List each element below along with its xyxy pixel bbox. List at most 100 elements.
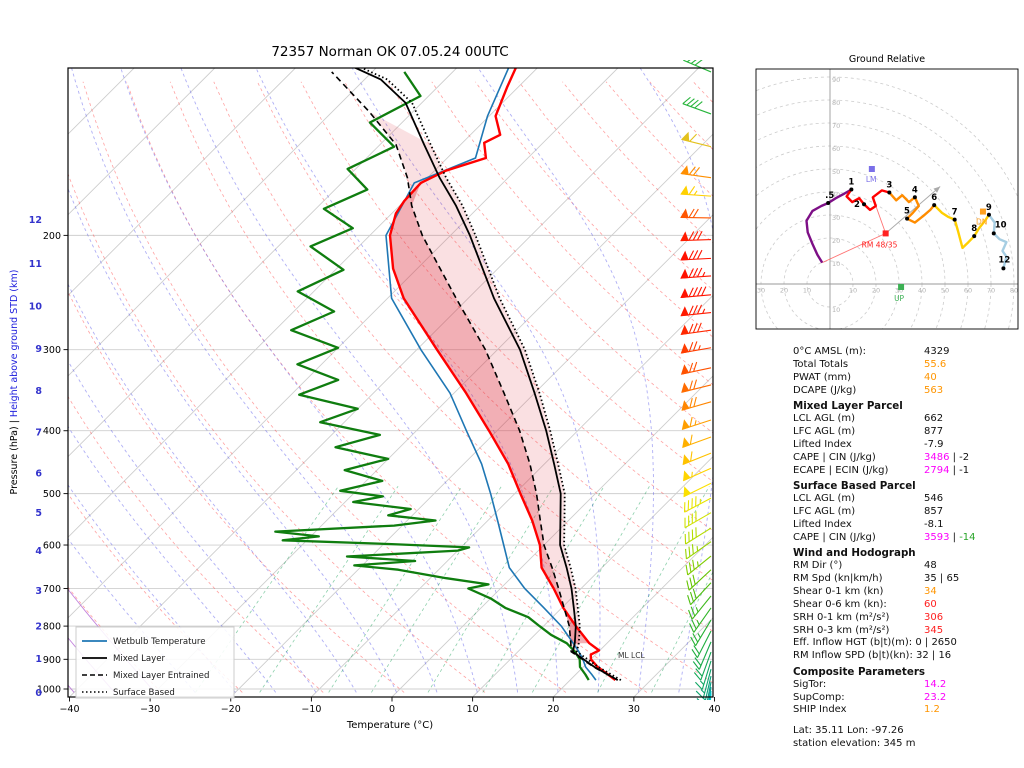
wind-barb-full-tick: [686, 60, 691, 63]
isotherm-line: [68, 68, 377, 377]
wind-barb-full-tick: [686, 580, 690, 591]
wind-barb-half-tick: [702, 271, 706, 277]
param-row: LFC AGL (m) 857: [793, 506, 1022, 519]
hodograph-ring-label: 70: [987, 287, 995, 295]
hodograph-ring-label: 30: [757, 287, 765, 295]
param-label: Total Totals: [793, 358, 849, 370]
wind-barb: [692, 641, 712, 670]
km-tick-label: 7: [35, 428, 42, 439]
param-label: Lifted Index: [793, 438, 852, 450]
hodograph-trace-segment: [987, 214, 1008, 269]
skewt-background: [68, 68, 713, 697]
param-value-part: 34: [924, 585, 937, 597]
wind-barb-full-tick: [690, 636, 697, 647]
wind-barb-shaft: [685, 527, 712, 545]
hodograph-height-label: 12: [998, 255, 1010, 265]
wind-barb-full-tick: [689, 380, 693, 391]
lat-lon-text: Lat: 35.11 Lon: -97.26: [793, 725, 904, 736]
wind-barb-full-tick: [689, 623, 695, 633]
param-value: 3486 | -2: [924, 452, 969, 465]
legend-label-surface-based: Surface Based: [113, 688, 175, 698]
param-value: 345: [924, 625, 943, 638]
temp-tick-label: 40: [708, 704, 720, 715]
hodograph-trace-segment: [888, 191, 936, 224]
main-title: 72357 Norman OK 07.05.24 00UTC: [271, 44, 508, 60]
param-value: 48: [924, 560, 937, 573]
wind-barb-full-tick: [692, 661, 700, 670]
wind-barb: [680, 230, 712, 242]
param-value-part: 4329: [924, 346, 950, 357]
param-value-part: | -2: [949, 451, 970, 463]
param-value-part: 14.2: [924, 678, 947, 690]
hodograph-height-dot: [972, 234, 977, 239]
wind-barb-half-tick: [697, 633, 701, 638]
hodograph-ring-label: 20: [832, 329, 840, 337]
km-tick-label: 2: [35, 622, 42, 633]
wind-barb-full-tick: [688, 268, 694, 278]
param-value-part: 877: [924, 425, 944, 437]
pressure-tick-label: 700: [43, 584, 61, 595]
wind-barb: [681, 379, 712, 393]
param-row: RM Inflow SPD (b|t)(kn): 32 | 16: [793, 650, 1022, 663]
hodograph-height-dot: [986, 212, 991, 217]
dry-adiabat-line: [126, 81, 648, 693]
wind-barb: [685, 555, 712, 576]
wind-barb: [682, 434, 712, 449]
wind-barb-full-tick: [688, 231, 695, 241]
param-label: RM Inflow SPD (b|t)(kn): 32 | 16: [793, 650, 952, 662]
param-row: SRH 0-3 km (m²/s²) 345: [793, 625, 1022, 638]
param-value-part: 60: [924, 598, 937, 610]
wind-barb-full-tick: [696, 230, 703, 241]
param-value-part: 306: [924, 611, 944, 623]
hodograph-height-dot: [991, 231, 996, 236]
wind-barb: [690, 619, 712, 647]
param-section-header: Wind and Hodograph: [793, 547, 916, 560]
wind-barb-full-tick: [696, 698, 700, 700]
km-tick-label: 1: [35, 654, 42, 665]
hodograph-ring-label: 60: [832, 145, 840, 153]
param-section-header: Composite Parameters: [793, 665, 926, 678]
legend-label-entrained: Mixed Layer Entrained: [113, 671, 209, 681]
wind-barb-full-tick: [693, 379, 698, 390]
param-value: 1.2: [924, 704, 940, 717]
x-axis-label: Temperature (°C): [346, 720, 433, 731]
wind-barb-full-tick: [689, 398, 693, 409]
wind-barb-shaft: [684, 512, 712, 529]
mixing-ratio-line: [597, 486, 710, 693]
hodograph-height-dot: [862, 202, 867, 207]
wind-barb-full-tick: [691, 544, 694, 555]
wind-barb-full-tick: [692, 231, 699, 241]
wind-barb-pennant: [680, 268, 689, 279]
param-value-part: 546: [924, 492, 944, 504]
hodograph-height-label: 10: [995, 220, 1007, 230]
param-row: CAPE | CIN (J/kg) 3486 | -2: [793, 452, 1022, 465]
parcel-surface-based-trace: [359, 68, 622, 681]
param-value: 14.2: [924, 679, 946, 692]
hodograph-ring-label: 10: [832, 260, 840, 268]
wind-barb-full-tick: [692, 633, 699, 643]
param-label: LCL AGL (m): [793, 492, 856, 504]
param-label: SRH 0-1 km (m²/s²): [793, 611, 890, 623]
wind-barb-full-tick: [688, 362, 694, 373]
hodograph-height-label: 3: [886, 180, 892, 190]
wind-barb-full-tick: [694, 60, 703, 66]
y-axis-label-pressure: Pressure (hPa): [9, 426, 20, 494]
wind-barb: [684, 527, 712, 545]
wind-barb-shaft: [709, 693, 712, 700]
hodograph-ring-label: 10: [849, 287, 857, 295]
hodograph-ring-label: 50: [941, 287, 949, 295]
wind-barb: [686, 569, 712, 591]
mixing-ratio-line: [482, 485, 605, 693]
param-label: SigTor:: [793, 678, 827, 690]
wind-barb: [680, 322, 712, 335]
param-label: PWAT (mm): [793, 371, 852, 383]
wind-barb-full-tick: [696, 249, 703, 260]
mixing-ratio-line: [259, 485, 399, 693]
hodograph-marker-lm: [868, 166, 875, 172]
isotherm-line: [68, 68, 296, 297]
temp-tick-label: 20: [547, 704, 559, 715]
wind-barb-full-tick: [692, 559, 695, 570]
isotherm-line: [68, 68, 538, 538]
hodograph-ring-label: 30: [832, 214, 840, 222]
